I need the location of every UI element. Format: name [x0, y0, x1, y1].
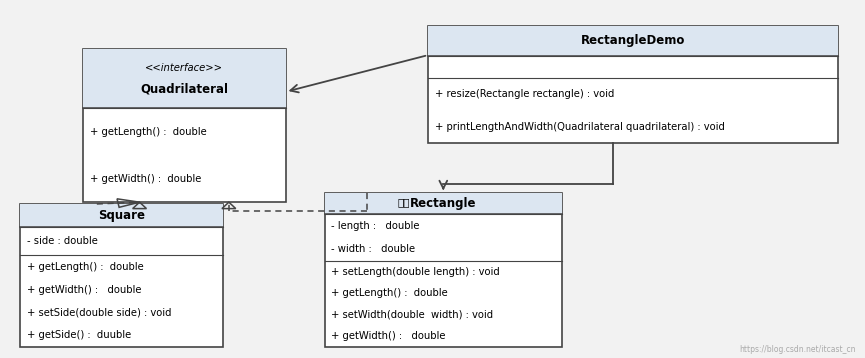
Text: Square: Square	[98, 209, 144, 222]
Text: + resize(Rectangle rectangle) : void: + resize(Rectangle rectangle) : void	[435, 89, 614, 99]
Bar	[428, 26, 838, 55]
Bar	[324, 193, 562, 347]
Bar	[324, 193, 562, 214]
Text: Quadrilateral: Quadrilateral	[140, 83, 228, 96]
Text: + printLengthAndWidth(Quadrilateral quadrilateral) : void: + printLengthAndWidth(Quadrilateral quad…	[435, 122, 725, 132]
Text: + getWidth() :  double: + getWidth() : double	[90, 174, 201, 184]
Text: Rectangle: Rectangle	[410, 197, 477, 211]
Text: + setSide(double side) : void: + setSide(double side) : void	[27, 308, 171, 317]
Text: + getLength() :  double: + getLength() : double	[331, 288, 448, 298]
Text: + setWidth(double  width) : void: + setWidth(double width) : void	[331, 309, 494, 319]
Bar	[83, 49, 285, 202]
Text: - length :   double: - length : double	[331, 221, 420, 231]
Text: - side : double: - side : double	[27, 236, 98, 246]
Text: + setLength(double length) : void: + setLength(double length) : void	[331, 267, 500, 277]
Text: + getSide() :  duuble: + getSide() : duuble	[27, 330, 131, 340]
Text: + getLength() :  double: + getLength() : double	[90, 127, 207, 137]
Bar	[20, 204, 222, 227]
Text: + getWidth() :   double: + getWidth() : double	[27, 285, 141, 295]
Text: + getWidth() :   double: + getWidth() : double	[331, 331, 446, 341]
Text: - width :   double: - width : double	[331, 245, 415, 254]
Text: + getLength() :  double: + getLength() : double	[27, 262, 144, 272]
Text: 实现: 实现	[398, 198, 410, 208]
Bar	[428, 26, 838, 143]
Text: <<interface>>: <<interface>>	[145, 63, 223, 73]
Text: https://blog.csdn.net/itcast_cn: https://blog.csdn.net/itcast_cn	[740, 345, 855, 354]
Bar	[20, 204, 222, 347]
Bar	[83, 49, 285, 108]
Text: RectangleDemo: RectangleDemo	[581, 34, 685, 47]
